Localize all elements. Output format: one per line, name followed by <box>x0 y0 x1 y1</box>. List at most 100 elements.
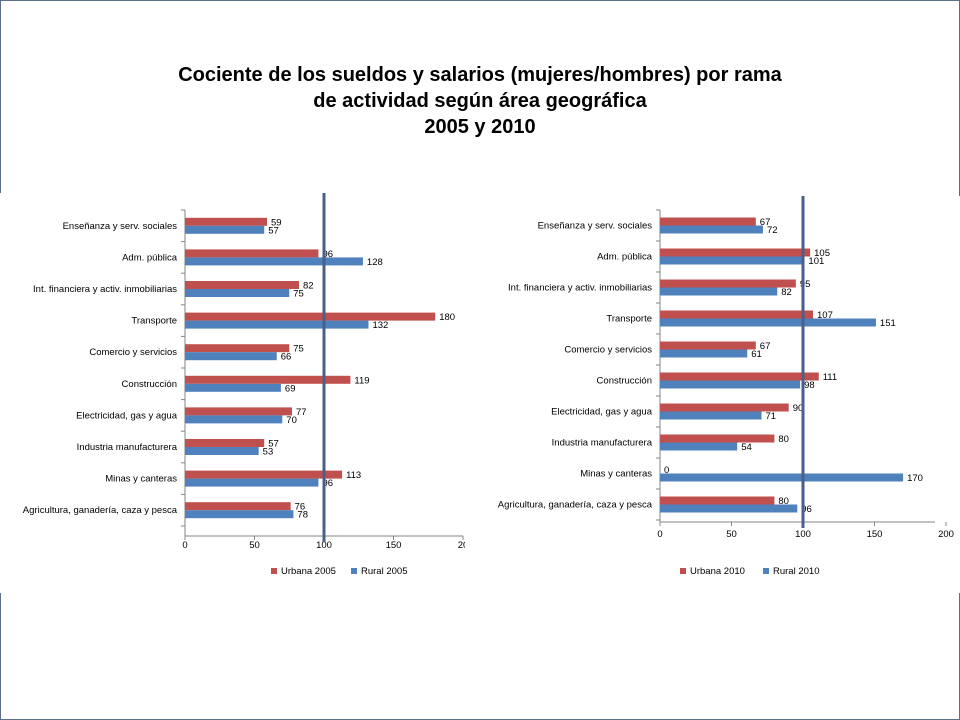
data-label: 77 <box>296 407 307 418</box>
x-tick-label: 100 <box>795 529 811 540</box>
legend-swatch <box>763 568 769 574</box>
slide-title: Cociente de los sueldos y salarios (muje… <box>0 62 960 140</box>
data-label: 96 <box>801 504 812 515</box>
plot-area: 05010015020Enseñanza y serv. sociales595… <box>23 193 465 551</box>
data-label: 67 <box>760 341 771 352</box>
chart-panel-2005: 05010015020Enseñanza y serv. sociales595… <box>0 193 465 593</box>
category-label: Electricidad, gas y agua <box>551 407 653 418</box>
bar-rural <box>185 257 363 266</box>
data-label: 66 <box>281 352 292 363</box>
data-label: 96 <box>322 478 333 489</box>
bar-rural <box>660 411 762 420</box>
bar-urbana <box>185 470 343 479</box>
bar-urbana <box>660 372 819 381</box>
bar-rural <box>660 256 805 265</box>
bar-rural <box>185 352 277 361</box>
category-label: Comercio y servicios <box>564 345 652 356</box>
legend-label: Rural 2010 <box>773 566 819 577</box>
title-line-1: Cociente de los sueldos y salarios (muje… <box>178 64 782 86</box>
category-label: Transporte <box>131 316 177 327</box>
data-label: 101 <box>808 256 824 267</box>
category-label: Int. financiera y activ. inmobiliarias <box>508 283 652 294</box>
bar-rural <box>660 287 778 296</box>
chart-2010: 0 50 100 150 200 Enseñanza y serv. sociales 67… <box>498 196 954 577</box>
bar-urbana <box>185 407 293 416</box>
data-label: 119 <box>354 375 369 386</box>
data-label: 57 <box>268 225 279 236</box>
data-label: 61 <box>751 349 762 360</box>
category-label: Comercio y servicios <box>89 347 177 358</box>
data-label: 67 <box>760 217 771 228</box>
data-label: 90 <box>793 403 804 414</box>
data-label: 82 <box>781 287 792 298</box>
data-label: 70 <box>286 415 297 426</box>
data-label: 96 <box>322 249 333 260</box>
legend-label: Urbana 2005 <box>281 566 336 577</box>
bar-rural <box>185 225 265 234</box>
x-tick-label: 150 <box>867 529 883 540</box>
bar-urbana <box>185 344 290 353</box>
data-label: 76 <box>295 502 306 513</box>
category-label: Transporte <box>606 314 652 325</box>
category-label: Electricidad, gas y agua <box>76 410 178 421</box>
data-label: 80 <box>778 496 789 507</box>
legend-label: Urbana 2010 <box>690 566 745 577</box>
x-tick-label: 200 <box>938 529 954 540</box>
bar-rural <box>660 349 748 358</box>
category-label: Industria manufacturera <box>552 438 653 449</box>
x-tick-label: 50 <box>249 540 260 551</box>
x-tick-label: 0 <box>657 529 662 540</box>
data-label: 75 <box>293 289 304 300</box>
category-label: Enseñanza y serv. sociales <box>538 221 653 232</box>
bar-urbana <box>660 310 814 319</box>
category-label: Enseñanza y serv. sociales <box>63 221 178 232</box>
data-label: 54 <box>741 442 752 453</box>
title-line-3: 2005 y 2010 <box>424 116 536 138</box>
data-label: 105 <box>814 248 830 259</box>
x-tick-label: 0 <box>182 540 187 551</box>
x-tick-label: 50 <box>726 529 737 540</box>
category-label: Adm. pública <box>122 252 178 263</box>
data-label: 69 <box>285 383 296 394</box>
bar-rural <box>185 289 290 297</box>
bar-urbana <box>660 248 811 257</box>
data-label: 59 <box>271 217 282 228</box>
x-tick-label: 150 <box>386 540 402 551</box>
data-label: 80 <box>778 434 789 445</box>
data-label: 71 <box>766 411 777 422</box>
bar-rural <box>185 320 369 329</box>
bar-rural <box>185 478 319 487</box>
legend-swatch <box>680 568 686 574</box>
data-label: 0 <box>664 465 669 476</box>
category-label: Industria manufacturera <box>77 442 178 453</box>
x-tick-label: 20 <box>458 540 465 551</box>
bar-urbana <box>660 341 756 350</box>
data-label: 111 <box>823 372 837 383</box>
data-label: 170 <box>907 473 923 484</box>
legend-swatch <box>271 568 277 574</box>
data-label: 82 <box>303 281 314 292</box>
bar-urbana <box>185 217 268 226</box>
data-label: 53 <box>263 447 274 458</box>
bar-urbana <box>185 502 291 511</box>
legend: Urbana 2010 Rural 2010 <box>680 566 819 577</box>
chart-panel-2010: 0 50 100 150 200 Enseñanza y serv. sociales 67… <box>465 196 960 593</box>
bar-rural <box>185 510 294 519</box>
bar-rural <box>660 225 763 234</box>
data-label: 180 <box>439 312 455 323</box>
bar-rural <box>660 442 738 451</box>
bar-rural <box>185 415 283 424</box>
data-label: 78 <box>297 510 308 521</box>
category-label: Int. financiera y activ. inmobiliarias <box>33 284 177 295</box>
bar-urbana <box>185 249 319 258</box>
category-label: Minas y canteras <box>580 469 652 480</box>
legend-label: Rural 2005 <box>361 566 407 577</box>
category-label: Construcción <box>122 379 177 390</box>
bar-rural <box>185 447 259 455</box>
data-label: 95 <box>800 279 811 290</box>
bar-urbana <box>660 279 796 288</box>
bar-rural <box>660 504 798 513</box>
bar-urbana <box>185 375 351 384</box>
data-label: 113 <box>346 470 361 481</box>
bar-urbana <box>660 496 775 505</box>
